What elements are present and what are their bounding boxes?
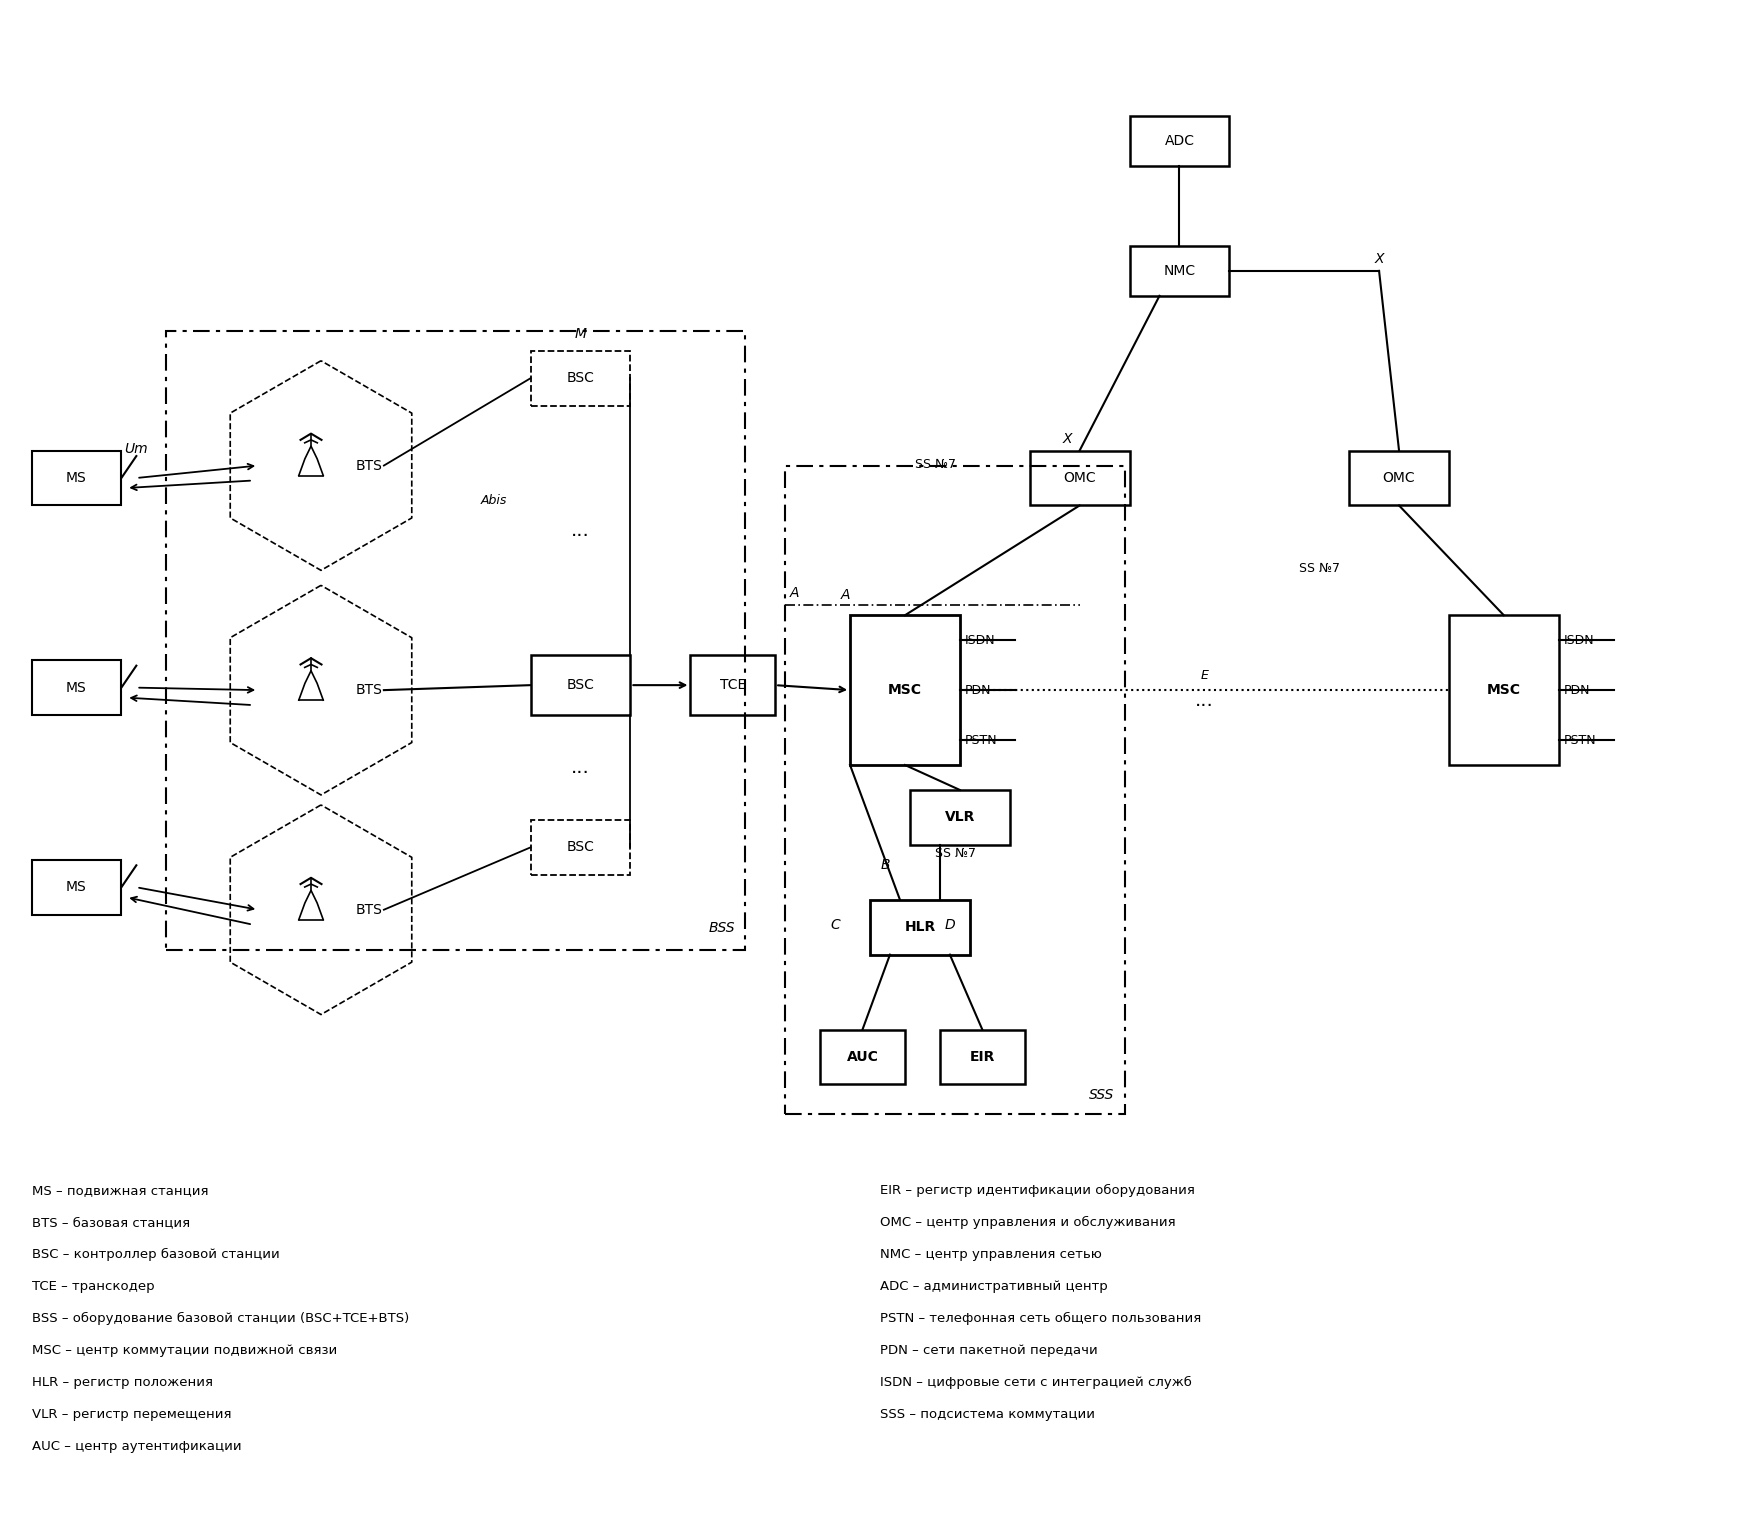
Text: A: A (791, 586, 799, 601)
Text: HLR: HLR (904, 920, 935, 935)
Text: X: X (1375, 252, 1383, 265)
Text: D: D (944, 918, 956, 932)
Text: PDN – сети пакетной передачи: PDN – сети пакетной передачи (879, 1344, 1098, 1357)
Text: X: X (1062, 432, 1072, 445)
FancyBboxPatch shape (1449, 615, 1559, 766)
Text: OMC: OMC (1064, 471, 1097, 485)
Text: OMC – центр управления и обслуживания: OMC – центр управления и обслуживания (879, 1215, 1175, 1229)
FancyBboxPatch shape (911, 790, 1010, 845)
FancyBboxPatch shape (1130, 116, 1229, 166)
Text: PDN: PDN (965, 683, 991, 697)
Text: BSC: BSC (567, 679, 594, 692)
Text: ADC: ADC (1164, 134, 1194, 148)
Text: PDN: PDN (1564, 683, 1590, 697)
Text: SSS – подсистема коммутации: SSS – подсистема коммутации (879, 1408, 1095, 1421)
Text: MS: MS (66, 880, 87, 894)
Text: OMC: OMC (1383, 471, 1415, 485)
Text: E: E (1201, 669, 1208, 682)
Text: SS №7: SS №7 (914, 458, 956, 471)
FancyBboxPatch shape (871, 900, 970, 955)
FancyBboxPatch shape (31, 660, 122, 715)
Text: BTS – базовая станция: BTS – базовая станция (31, 1215, 189, 1229)
Text: BTS: BTS (356, 903, 382, 917)
Text: MS: MS (66, 471, 87, 485)
Text: EIR – регистр идентификации оборудования: EIR – регистр идентификации оборудования (879, 1185, 1194, 1197)
Text: ADC – административный центр: ADC – административный центр (879, 1279, 1107, 1293)
FancyBboxPatch shape (1130, 246, 1229, 296)
Text: MSC: MSC (888, 683, 921, 697)
Text: A: A (839, 589, 850, 602)
Text: ...: ... (1196, 691, 1213, 709)
Text: TCE – транскодер: TCE – транскодер (31, 1279, 155, 1293)
Text: ISDN – цифровые сети с интеграцией служб: ISDN – цифровые сети с интеграцией служб (879, 1376, 1192, 1389)
Text: SS №7: SS №7 (1300, 563, 1340, 575)
Text: AUC – центр аутентификации: AUC – центр аутентификации (31, 1440, 242, 1453)
Text: MS: MS (66, 680, 87, 694)
Text: EIR: EIR (970, 1051, 994, 1064)
Text: SS №7: SS №7 (935, 846, 975, 860)
Text: ISDN: ISDN (965, 634, 996, 647)
Text: HLR – регистр положения: HLR – регистр положения (31, 1376, 212, 1389)
FancyBboxPatch shape (530, 656, 631, 715)
Text: BSS: BSS (709, 921, 735, 935)
FancyBboxPatch shape (530, 820, 631, 875)
Text: M: M (575, 326, 586, 340)
Text: VLR – регистр перемещения: VLR – регистр перемещения (31, 1408, 231, 1421)
Text: ...: ... (572, 758, 589, 778)
FancyBboxPatch shape (1349, 450, 1449, 505)
Text: C: C (831, 918, 839, 932)
Text: VLR: VLR (945, 810, 975, 825)
FancyBboxPatch shape (31, 860, 122, 915)
Text: Abis: Abis (481, 494, 507, 506)
Text: PSTN: PSTN (1564, 734, 1597, 747)
Text: ISDN: ISDN (1564, 634, 1594, 647)
FancyBboxPatch shape (31, 450, 122, 505)
Text: ...: ... (572, 522, 589, 540)
Text: MSC – центр коммутации подвижной связи: MSC – центр коммутации подвижной связи (31, 1344, 337, 1357)
Text: SSS: SSS (1090, 1089, 1114, 1103)
Text: BSC: BSC (567, 371, 594, 386)
Text: BSC: BSC (567, 840, 594, 854)
Text: PSTN – телефонная сеть общего пользования: PSTN – телефонная сеть общего пользовани… (879, 1312, 1201, 1325)
FancyBboxPatch shape (1029, 450, 1130, 505)
Text: AUC: AUC (846, 1051, 878, 1064)
Text: BSC – контроллер базовой станции: BSC – контроллер базовой станции (31, 1247, 280, 1261)
Text: TCE: TCE (720, 679, 746, 692)
Text: B: B (879, 859, 890, 872)
FancyBboxPatch shape (530, 351, 631, 406)
Text: NMC: NMC (1163, 264, 1196, 278)
FancyBboxPatch shape (940, 1029, 1025, 1084)
Text: NMC – центр управления сетью: NMC – центр управления сетью (879, 1247, 1102, 1261)
Text: PSTN: PSTN (965, 734, 998, 747)
FancyBboxPatch shape (850, 615, 959, 766)
FancyBboxPatch shape (690, 656, 775, 715)
Text: Um: Um (125, 442, 148, 456)
Text: MS – подвижная станция: MS – подвижная станция (31, 1185, 209, 1197)
FancyBboxPatch shape (820, 1029, 905, 1084)
Text: BTS: BTS (356, 459, 382, 473)
Text: BTS: BTS (356, 683, 382, 697)
Text: BSS – оборудование базовой станции (BSC+TCE+BTS): BSS – оборудование базовой станции (BSC+… (31, 1312, 408, 1325)
Text: MSC: MSC (1486, 683, 1521, 697)
